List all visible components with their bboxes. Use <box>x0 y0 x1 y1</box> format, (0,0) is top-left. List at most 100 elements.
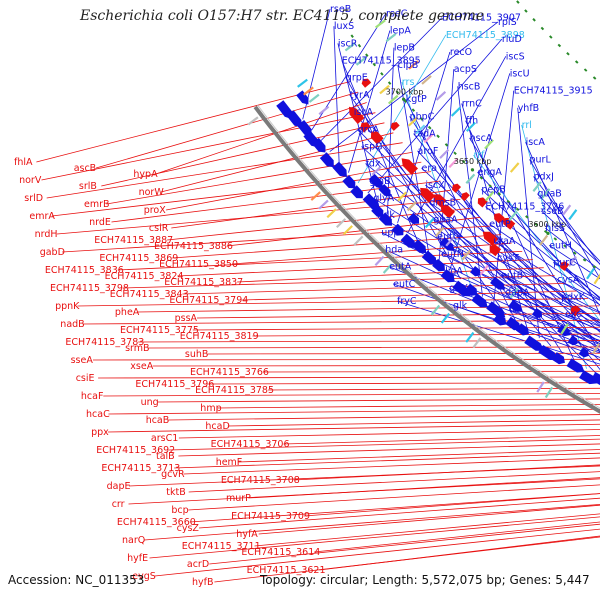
feature-block <box>407 116 419 127</box>
label-connector <box>345 77 461 280</box>
gene-label-gabd: gabD <box>40 247 65 258</box>
gene-label-ispg: ispG <box>362 142 383 153</box>
gene-label-rpls: rplS <box>498 17 517 28</box>
gene-label-dmsb: dmsB <box>429 197 456 208</box>
gene-label-ech74115-3775: ECH74115_3775 <box>120 325 199 336</box>
feature-block <box>479 264 489 276</box>
gene-label-hmp: hmp <box>200 403 221 414</box>
feature-block <box>544 386 554 399</box>
feature-block <box>541 188 551 199</box>
forward-gene-arrow <box>407 212 420 224</box>
feature-block <box>508 210 518 222</box>
label-connector <box>477 171 600 306</box>
label-connector <box>137 305 600 313</box>
gene-label-ech74115-3692: ECH74115_3692 <box>96 445 175 456</box>
label-connector <box>77 298 588 307</box>
label-connector <box>41 112 376 181</box>
label-connector <box>333 26 340 163</box>
feature-block <box>465 173 476 184</box>
gene-label-eutp: eutP <box>489 219 511 230</box>
gene-label-iscu: iscU <box>510 68 530 79</box>
label-connector <box>169 438 600 451</box>
feature-block <box>591 342 600 355</box>
label-connector <box>348 30 391 173</box>
feature-block <box>382 263 393 274</box>
label-connector <box>237 267 544 283</box>
gene-label-ssea: sseA <box>71 355 94 366</box>
feature-block <box>472 337 482 349</box>
feature-block <box>461 249 471 261</box>
reverse-gene-arrow <box>494 213 505 224</box>
forward-gene-arrow <box>440 269 455 283</box>
feature-block <box>435 90 447 101</box>
gene-label-rlud: rluD <box>502 34 522 45</box>
forward-gene-arrow <box>297 120 312 137</box>
feature-block <box>385 32 397 43</box>
label-connector <box>367 38 503 194</box>
label-connector <box>357 34 447 184</box>
label-connector <box>473 154 600 322</box>
kbp-tick-dot <box>402 97 406 101</box>
forward-gene-arrow <box>319 152 334 168</box>
gene-label-ffh: ffh <box>466 116 479 127</box>
gene-label-pdxj: pdxJ <box>534 172 554 183</box>
label-connector <box>349 94 506 314</box>
label-connector <box>227 419 600 427</box>
label-connector-lines <box>36 8 600 583</box>
label-connector <box>92 358 600 361</box>
reverse-gene-arrow <box>390 122 400 131</box>
label-connector <box>149 516 600 559</box>
label-connector <box>147 346 600 349</box>
forward-gene-arrow <box>332 161 347 178</box>
feature-block <box>342 225 353 236</box>
forward-gene-arrow <box>470 266 481 277</box>
label-connector <box>387 47 395 214</box>
map-title: Escherichia coli O157:H7 str. EC4115, co… <box>80 8 485 24</box>
gene-label-hiss: hisS <box>545 223 565 234</box>
gene-label-hyfa: hyfA <box>236 529 258 540</box>
gene-label-iscs: iscS <box>506 51 525 62</box>
forward-gene-arrow <box>493 313 507 326</box>
feature-block <box>445 236 455 247</box>
label-connector <box>128 465 600 487</box>
label-connector <box>457 86 483 297</box>
gene-label-csir: csiR <box>149 223 169 234</box>
forward-gene-arrow <box>371 204 384 217</box>
label-connector <box>178 429 600 439</box>
label-connector <box>82 319 600 325</box>
forward-gene-arrow <box>566 358 585 373</box>
gene-label-ech74115-3798: ECH74115_3798 <box>50 283 129 294</box>
reverse-gene-arrow <box>370 131 384 145</box>
gene-label-fhla: fhlA <box>14 157 33 168</box>
gene-label-tada: tadA <box>414 129 437 140</box>
label-connector <box>106 152 412 205</box>
gene-label-eutn: eutN <box>441 249 464 260</box>
gene-label-reco: recO <box>450 47 472 58</box>
gene-label-hcaf: hcaF <box>81 391 104 402</box>
gene-label-hcac: hcaC <box>86 409 110 420</box>
gene-label-xsea: xseA <box>130 361 153 372</box>
label-connector <box>226 216 481 247</box>
forward-gene-arrow <box>391 223 404 236</box>
label-connector <box>188 484 600 511</box>
reverse-gene-arrow <box>560 261 570 271</box>
gene-label-ung: ung <box>141 397 159 408</box>
label-connector <box>441 253 600 332</box>
label-connector <box>254 513 600 547</box>
feature-block <box>484 139 494 150</box>
gene-label-eutg: eutG <box>437 232 460 243</box>
feature-block <box>353 235 364 246</box>
gene-label-acps: acpS <box>454 64 477 75</box>
gene-label-euta: eutA <box>389 262 412 273</box>
reverse-gene-arrow <box>440 204 456 219</box>
label-connector <box>258 504 600 535</box>
backbone-arc <box>253 105 600 414</box>
feature-block <box>484 190 495 202</box>
label-connector <box>192 326 600 331</box>
gene-label-ech74115-3660: ECH74115_3660 <box>117 517 196 528</box>
label-connector <box>303 493 600 517</box>
feature-block <box>297 78 308 88</box>
feature-block <box>335 218 347 229</box>
label-connector <box>497 257 600 313</box>
